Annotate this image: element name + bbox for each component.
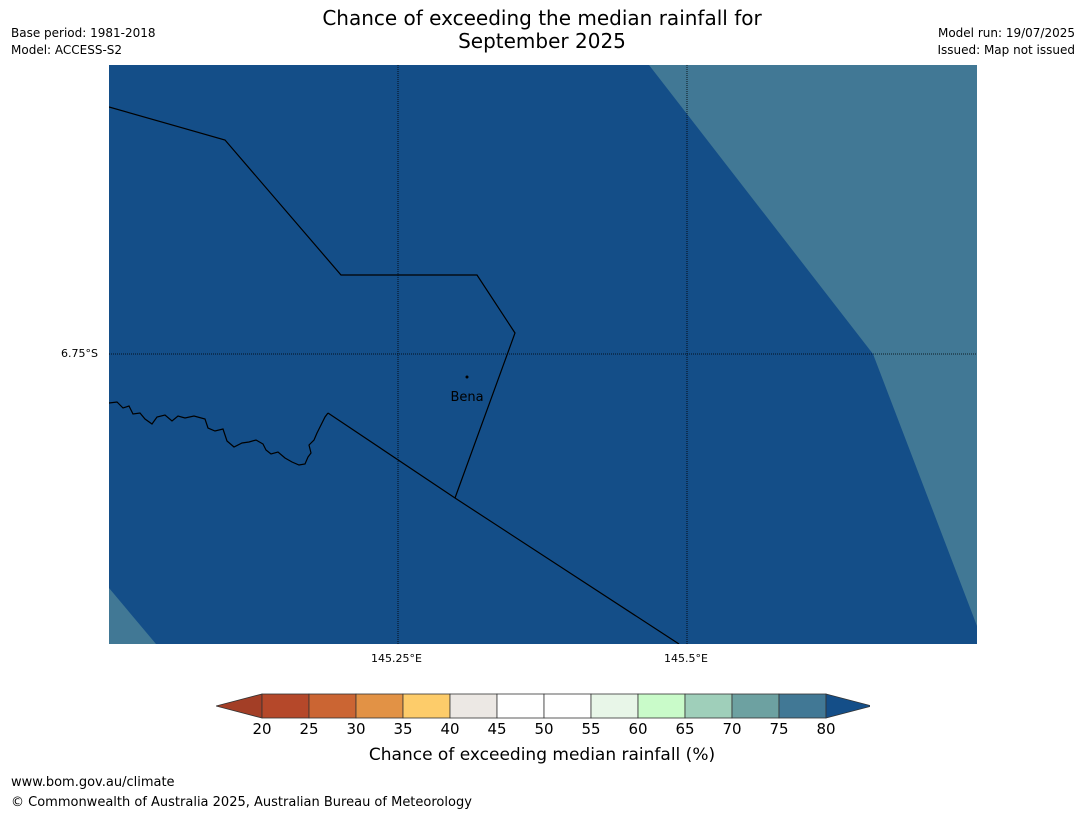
colorbar-tick-60: 60 — [628, 720, 648, 738]
model-run-text: Model run: 19/07/2025 — [937, 26, 1075, 40]
colorbar-tick-65: 65 — [675, 720, 695, 738]
colorbar-segment-70-75 — [731, 693, 780, 719]
colorbar-tick-70: 70 — [722, 720, 742, 738]
probability-band-70-75-east — [649, 65, 977, 626]
colorbar-tick-55: 55 — [581, 720, 601, 738]
map-panel: Bena — [109, 65, 977, 644]
colorbar-segment-60-65 — [637, 693, 686, 719]
map-title: Chance of exceeding the median rainfall … — [242, 7, 842, 53]
rainfall-map: Bena — [109, 65, 977, 644]
longitude-label-145-25: 145.25°E — [371, 652, 422, 665]
colorbar-extension-above-80 — [825, 693, 870, 719]
coastline-west — [109, 401, 329, 466]
colorbar-tick-45: 45 — [487, 720, 507, 738]
colorbar-extension-below-20 — [216, 693, 263, 719]
colorbar-ticks: 20 25 30 35 40 45 50 55 60 65 70 75 80 — [216, 720, 870, 740]
colorbar-segment-25-30 — [308, 693, 357, 719]
bena-marker — [465, 375, 469, 379]
model-text: Model: ACCESS-S2 — [11, 43, 123, 57]
colorbar-tick-30: 30 — [346, 720, 366, 738]
colorbar-tick-20: 20 — [252, 720, 272, 738]
issued-text: Issued: Map not issued — [937, 43, 1075, 57]
colorbar-segment-75-80 — [778, 693, 827, 719]
colorbar-tick-75: 75 — [769, 720, 789, 738]
colorbar-tick-50: 50 — [534, 720, 554, 738]
bena-label: Bena — [450, 390, 483, 405]
colorbar-segment-65-70 — [684, 693, 733, 719]
colorbar-segment-35-40 — [402, 693, 451, 719]
colorbar-segment-40-45 — [449, 693, 498, 719]
title-line-2: September 2025 — [458, 29, 626, 53]
colorbar-tick-25: 25 — [299, 720, 319, 738]
latitude-label: 6.75°S — [61, 347, 98, 360]
footer-copyright: © Commonwealth of Australia 2025, Austra… — [11, 795, 472, 810]
base-period-text: Base period: 1981-2018 — [11, 26, 156, 40]
colorbar-tick-40: 40 — [440, 720, 460, 738]
colorbar-segment-20-25 — [261, 693, 310, 719]
metadata-right: Model run: 19/07/2025 Issued: Map not is… — [937, 25, 1075, 59]
title-line-1: Chance of exceeding the median rainfall … — [322, 6, 762, 30]
colorbar-tick-80: 80 — [816, 720, 836, 738]
province-boundary-south — [327, 412, 680, 644]
colorbar — [216, 693, 870, 719]
colorbar-title: Chance of exceeding median rainfall (%) — [368, 745, 716, 765]
colorbar-segment-50-55 — [543, 693, 592, 719]
colorbar-tick-35: 35 — [393, 720, 413, 738]
probability-band-70-75-southwest — [109, 588, 156, 644]
footer-url: www.bom.gov.au/climate — [11, 775, 175, 790]
colorbar-segment-30-35 — [355, 693, 404, 719]
longitude-label-145-5: 145.5°E — [664, 652, 708, 665]
colorbar-segment-45-50 — [496, 693, 545, 719]
metadata-left: Base period: 1981-2018 Model: ACCESS-S2 — [11, 25, 156, 59]
colorbar-segment-55-60 — [590, 693, 639, 719]
province-boundary-north — [109, 106, 516, 499]
